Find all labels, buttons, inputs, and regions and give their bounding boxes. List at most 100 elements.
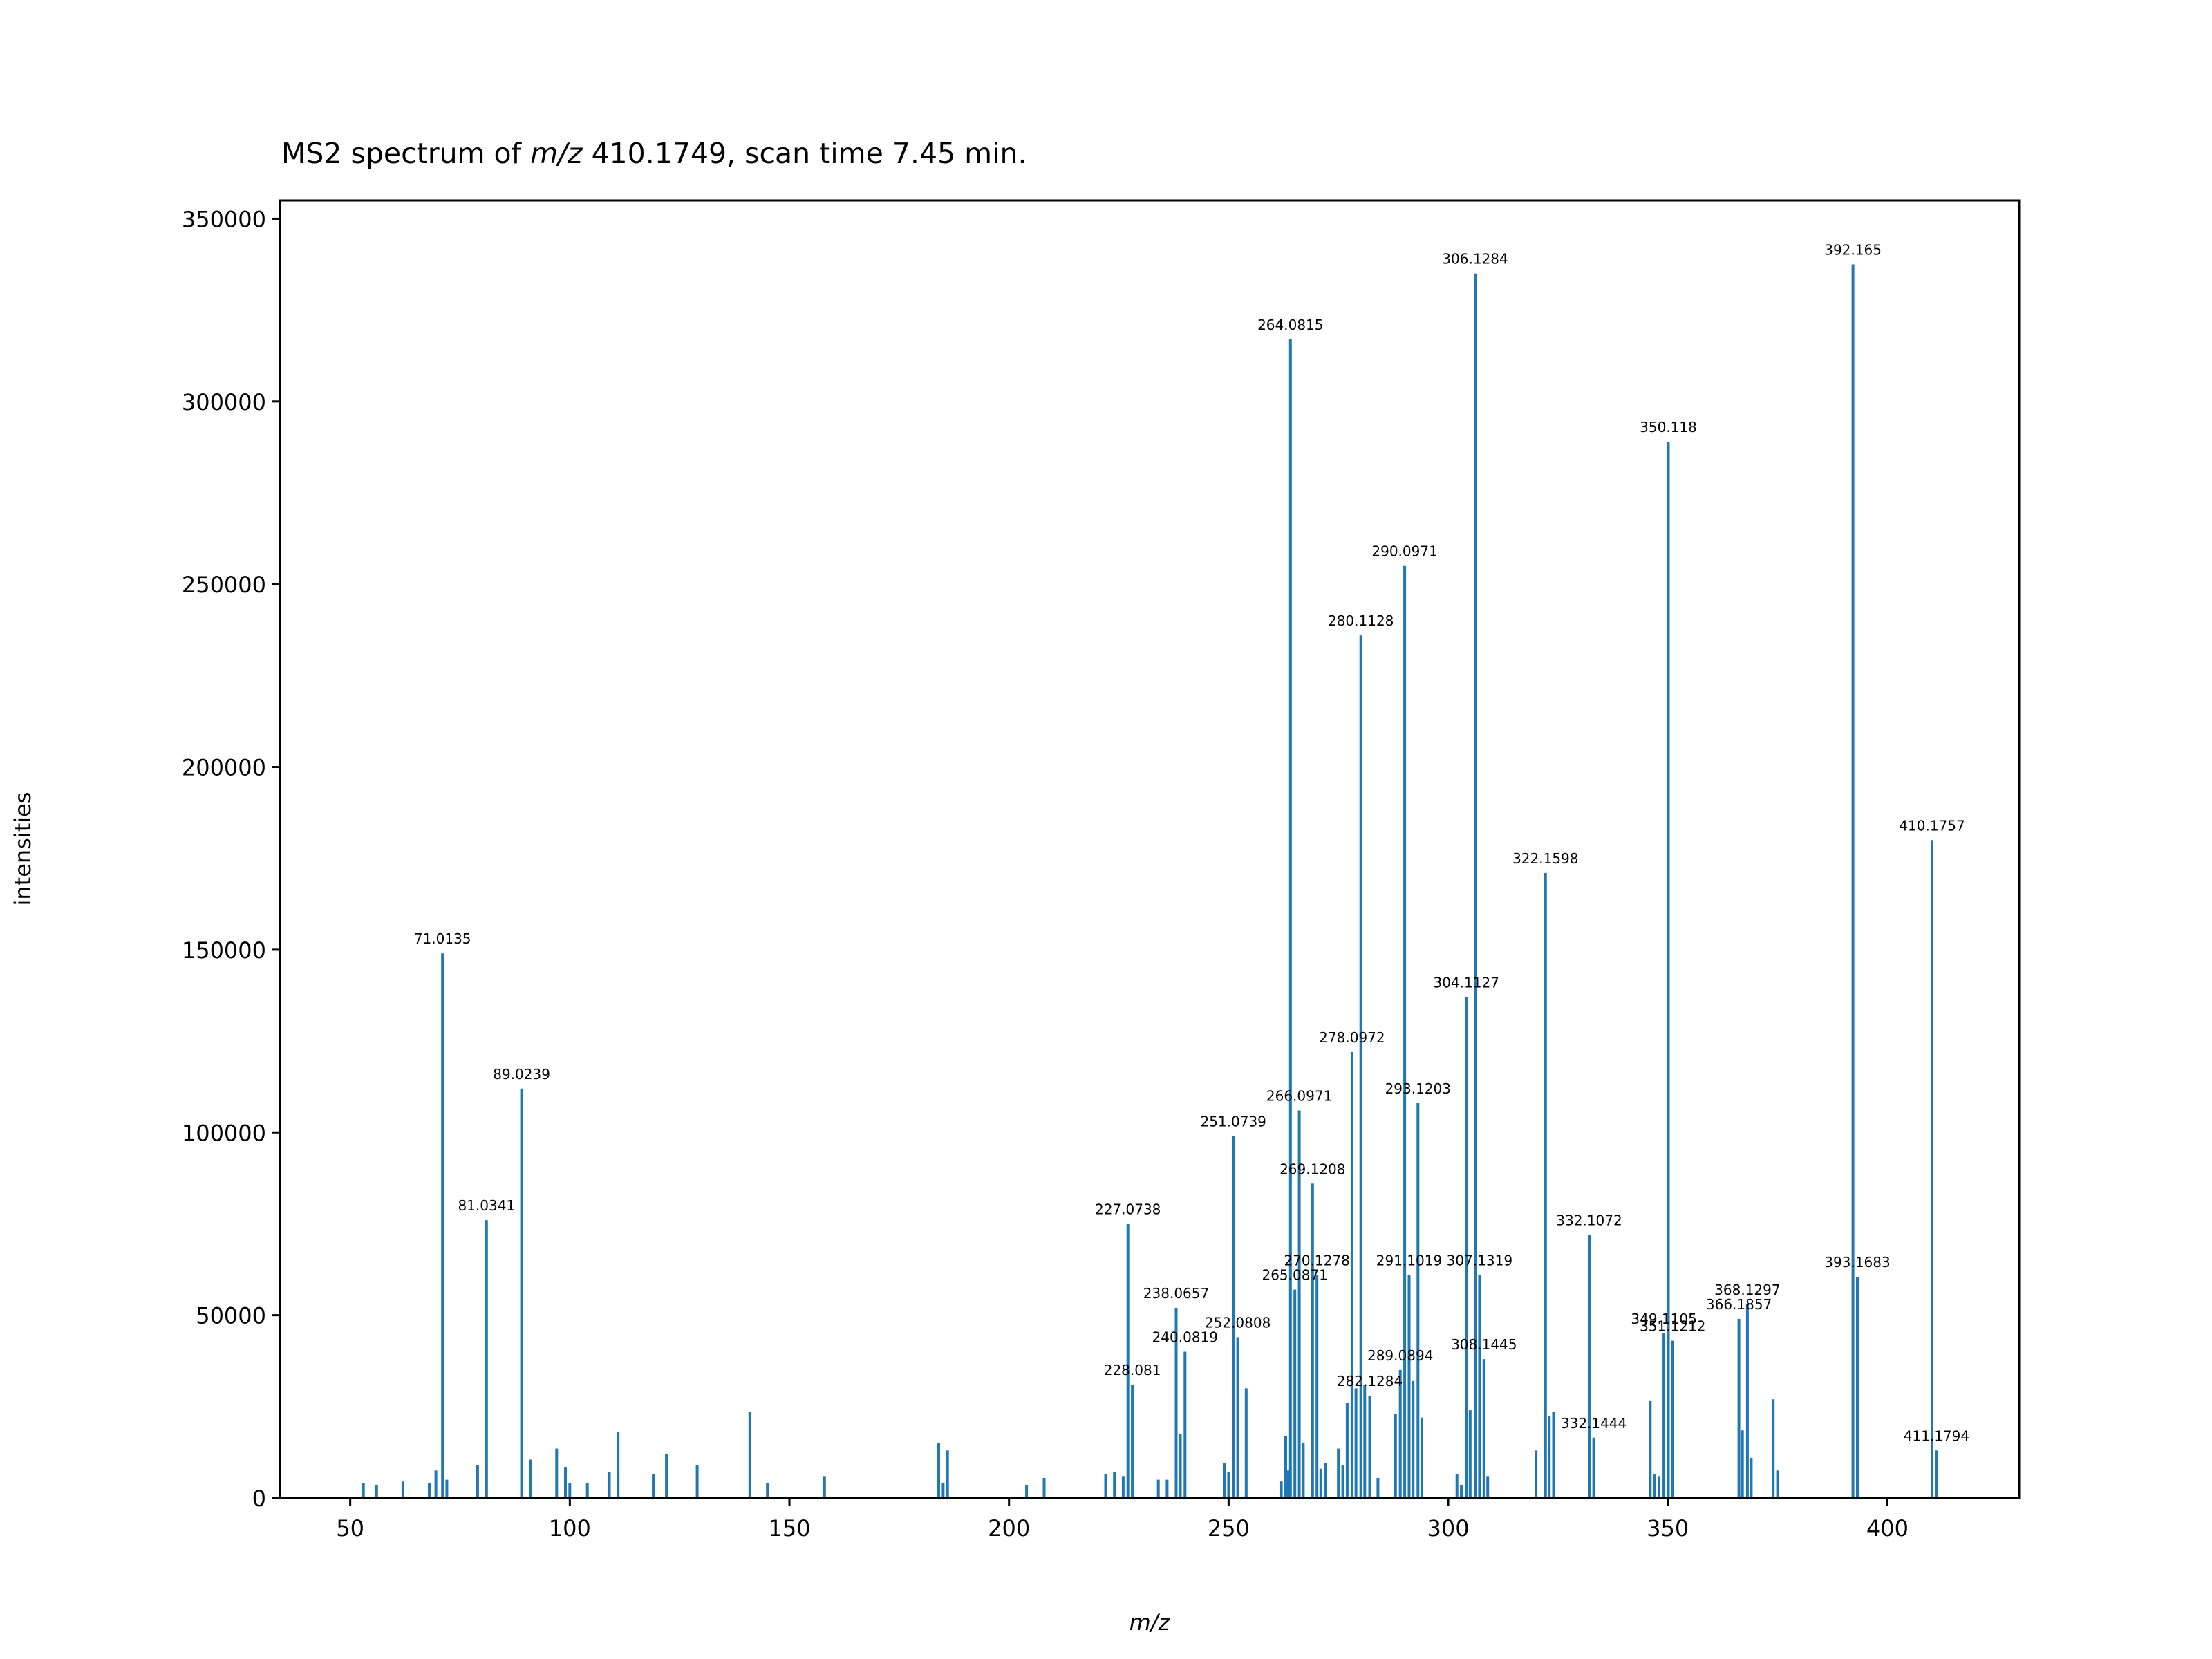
peak-bar [1183,1351,1187,1498]
peak-label: 308.1445 [1451,1336,1517,1353]
peak-bar [1337,1448,1340,1498]
peak-label: 228.081 [1104,1362,1161,1378]
peak-bar [1474,273,1477,1499]
peak-label: 266.0971 [1266,1088,1332,1105]
peak-bar [401,1481,404,1498]
peak-bar [652,1474,655,1498]
x-tick-label: 300 [1427,1515,1470,1541]
peak-bar [1482,1359,1485,1498]
peak-bar [1671,1340,1674,1498]
peak-bar [1460,1485,1463,1498]
y-tick-label: 0 [252,1485,266,1512]
peak-bar [1284,1436,1287,1498]
x-tick-label: 400 [1866,1515,1909,1541]
y-tick-label: 150000 [182,937,266,964]
peak-label: 227.0738 [1095,1201,1161,1218]
peak-bar [1131,1385,1134,1498]
peak-bar [1856,1277,1859,1498]
peak-bar [1486,1476,1490,1498]
peak-label: 307.1319 [1447,1253,1512,1269]
peak-label: 350.118 [1640,419,1697,435]
peak-bar [564,1467,567,1498]
peak-bar [1286,1470,1290,1498]
peak-bar [1227,1472,1230,1498]
peak-bar [1403,565,1407,1499]
peak-label: 89.0239 [493,1066,550,1082]
peak-label: 366.1857 [1706,1296,1772,1313]
peak-bar [1653,1474,1656,1498]
peak-bar [1297,1110,1301,1498]
peak-bar [428,1483,431,1498]
peak-bar [1315,1275,1319,1498]
peak-bar [1345,1403,1349,1498]
peak-labels: 71.0135 81.0341 89.0239 227.0738 228.081 238.… [414,242,1969,1445]
peak-bar [1179,1434,1182,1498]
peak-bar [1113,1472,1116,1498]
peak-label: 291.1019 [1376,1253,1442,1269]
peak-bar [1935,1450,1938,1498]
peak-bar [1165,1479,1169,1498]
peak-bar [1319,1468,1322,1498]
peak-bar [1223,1463,1226,1498]
chart-title-suffix: 410.1749, scan time 7.45 min. [582,137,1027,170]
peak-bar [1025,1485,1029,1498]
chart-title: MS2 spectrum of m/z 410.1749, scan time … [281,137,1027,170]
peak-label: 280.1128 [1328,612,1394,629]
x-tick-label: 50 [336,1515,364,1541]
peak-bar [1737,1318,1741,1498]
peak-bar [1662,1333,1666,1498]
peak-bar [585,1483,589,1498]
x-tick-label: 250 [1208,1515,1250,1541]
peak-bar [1293,1289,1297,1498]
peak-bar [1341,1465,1344,1498]
peak-bar [568,1483,572,1498]
peak-bar [1468,1410,1472,1498]
peak-bar [476,1465,479,1498]
peak-bar [1407,1275,1411,1498]
peak-label: 351.1212 [1640,1318,1705,1335]
peak-bar [1232,1136,1235,1498]
peak-label: 332.1072 [1556,1212,1622,1228]
peak-label: 282.1284 [1337,1373,1403,1389]
x-tick-label: 150 [768,1515,810,1541]
chart-title-prefix: MS2 spectrum of [281,137,530,170]
y-tick-label: 200000 [182,755,266,781]
peak-bar [1156,1479,1160,1498]
peak-label: 349.1105 [1631,1311,1696,1327]
peak-bar [1741,1430,1744,1498]
peak-bar [1042,1477,1046,1498]
peak-bar [1412,1380,1415,1498]
peak-bar [520,1088,523,1498]
peak-bar [617,1432,620,1498]
peak-label: 270.1278 [1284,1253,1349,1269]
peak-bar [1244,1388,1248,1498]
peak-bar [1535,1450,1538,1498]
peak-bar [1311,1183,1314,1498]
peak-label: 71.0135 [414,930,471,947]
peak-label: 332.1444 [1561,1415,1627,1432]
peak-bar [1236,1337,1239,1498]
peak-bar [1126,1224,1130,1498]
peak-bar [1398,1369,1402,1498]
spectrum-peaks [362,264,1938,1499]
peak-label: 410.1757 [1899,817,1965,834]
peak-bar [1121,1476,1125,1498]
peak-label: 289.0894 [1367,1347,1433,1364]
x-axis-ticks: 50 100 150 200 250 300 350 400 [336,1498,1909,1541]
peak-bar [823,1476,826,1498]
x-tick-label: 100 [549,1515,591,1541]
peak-label: 240.0819 [1152,1329,1218,1346]
peak-bar [1548,1416,1551,1498]
x-tick-label: 350 [1647,1515,1689,1541]
peak-bar [529,1459,532,1498]
peak-bar [1280,1481,1283,1498]
peak-bar [1772,1399,1775,1498]
peak-label: 278.0972 [1319,1029,1385,1046]
peak-bar [1376,1477,1380,1498]
peak-bar [1658,1476,1660,1498]
peak-bar [1455,1474,1459,1498]
peak-bar [1588,1235,1591,1498]
peak-bar [1354,1388,1358,1498]
peak-bar [766,1483,769,1498]
